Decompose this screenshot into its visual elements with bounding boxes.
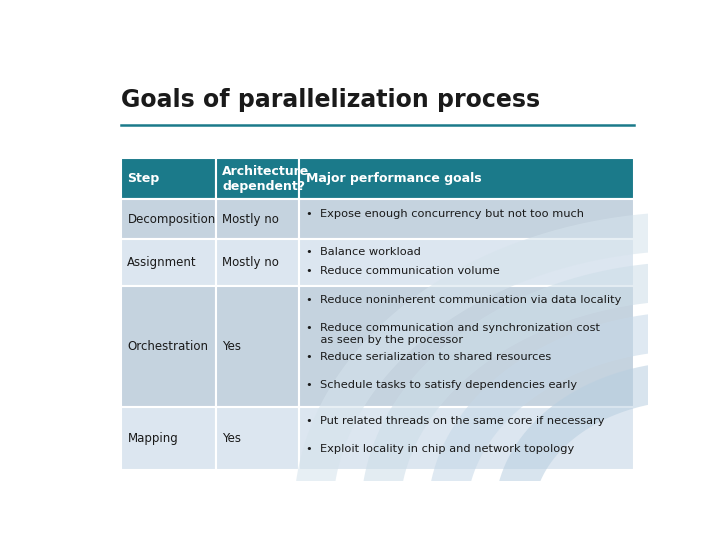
Bar (215, 158, 300, 199)
Text: •  Expose enough concurrency but not too much: • Expose enough concurrency but not too … (306, 209, 584, 219)
Text: Decomposition: Decomposition (127, 213, 215, 226)
Bar (121, 408, 215, 470)
Text: Mostly no: Mostly no (222, 213, 279, 226)
Text: •  Exploit locality in chip and network topology: • Exploit locality in chip and network t… (306, 444, 574, 454)
Bar (121, 239, 215, 286)
Text: Mapping: Mapping (127, 433, 178, 446)
Text: Assignment: Assignment (127, 256, 197, 269)
Text: •  Reduce serialization to shared resources: • Reduce serialization to shared resourc… (306, 352, 552, 362)
Text: •  Reduce noninherent communication via data locality: • Reduce noninherent communication via d… (306, 295, 621, 305)
Text: •  Balance workload: • Balance workload (306, 247, 420, 257)
Bar (215, 408, 300, 470)
Bar (121, 158, 215, 199)
Text: Yes: Yes (222, 340, 241, 353)
Bar (300, 199, 634, 239)
Text: Goals of parallelization process: Goals of parallelization process (121, 87, 540, 112)
Bar (300, 408, 634, 470)
Text: •  Schedule tasks to satisfy dependencies early: • Schedule tasks to satisfy dependencies… (306, 380, 577, 390)
Text: •  Reduce communication volume: • Reduce communication volume (306, 266, 500, 276)
Text: Major performance goals: Major performance goals (306, 172, 482, 185)
Bar (300, 239, 634, 286)
Text: Mostly no: Mostly no (222, 256, 279, 269)
Bar (121, 286, 215, 408)
Text: Yes: Yes (222, 433, 241, 446)
Bar (215, 286, 300, 408)
Bar (215, 199, 300, 239)
Bar (215, 239, 300, 286)
Text: Architecture
dependent?: Architecture dependent? (222, 165, 310, 193)
Text: •  Reduce communication and synchronization cost
    as seen by the processor: • Reduce communication and synchronizati… (306, 323, 600, 345)
Bar (300, 158, 634, 199)
Bar (121, 199, 215, 239)
Text: Step: Step (127, 172, 160, 185)
Bar (300, 286, 634, 408)
Text: •  Put related threads on the same core if necessary: • Put related threads on the same core i… (306, 416, 605, 427)
Text: Orchestration: Orchestration (127, 340, 208, 353)
